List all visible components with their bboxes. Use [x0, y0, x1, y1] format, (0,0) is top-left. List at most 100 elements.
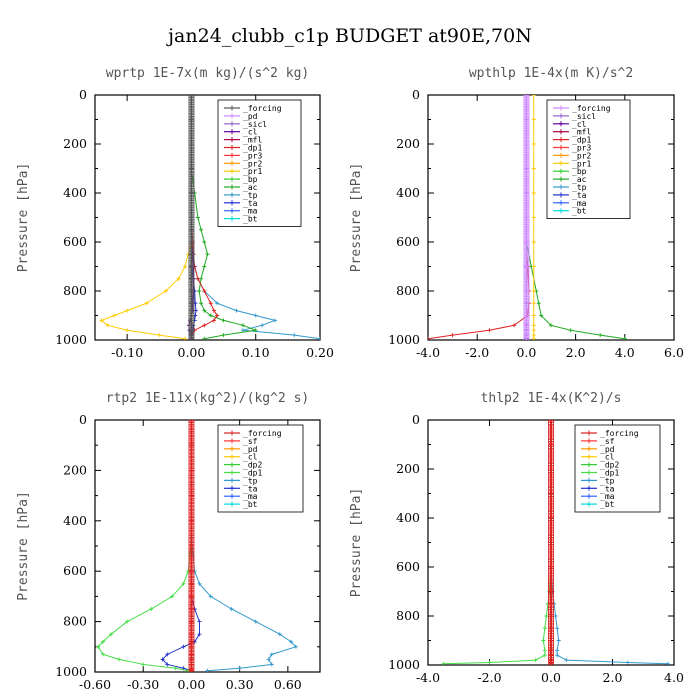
legend-label: _ma: [243, 207, 258, 216]
zero-marker: [548, 602, 554, 609]
zero-marker: [188, 618, 195, 624]
zero-marker-column: [548, 420, 554, 665]
zero-marker: [548, 619, 554, 626]
zero-marker: [188, 441, 195, 448]
zero-marker: [188, 246, 195, 253]
zero-marker: [188, 568, 195, 575]
legend-label: _ta: [243, 199, 258, 208]
legend-label: _ta: [243, 484, 258, 493]
data-point: [273, 318, 277, 323]
legend-label: _tp: [572, 183, 587, 192]
zero-marker: [188, 184, 195, 191]
zero-marker: [548, 533, 554, 540]
zero-marker: [188, 611, 195, 617]
zero-marker: [188, 427, 195, 434]
zero-marker: [548, 609, 554, 615]
zero-marker: [523, 253, 530, 260]
zero-marker: [188, 565, 195, 572]
zero-marker: [188, 109, 195, 116]
data-point: [487, 660, 492, 665]
y-tick-label: 600: [63, 563, 87, 578]
panel-2: wpthlp 1E-4x(m K)/s^2 Pressure [hPa] 0 200 4…: [349, 66, 684, 360]
legend-label: _forcing: [243, 104, 282, 113]
legend-label: _ma: [243, 492, 258, 501]
zero-marker: [548, 530, 554, 537]
zero-marker: [188, 632, 195, 639]
data-point: [544, 614, 549, 618]
legend-marker: [559, 184, 563, 190]
zero-marker: [548, 502, 554, 509]
x-tick-label: -0.30: [127, 677, 159, 692]
data-point: [202, 308, 207, 313]
legend-label: _pr3: [572, 144, 591, 153]
zero-marker: [188, 325, 195, 332]
zero-marker: [188, 646, 195, 653]
zero-marker: [548, 489, 554, 495]
zero-marker: [188, 122, 195, 129]
zero-marker: [523, 95, 530, 102]
data-point: [293, 644, 298, 649]
zero-marker: [523, 243, 530, 249]
zero-marker: [523, 164, 530, 170]
data-point: [253, 328, 258, 333]
zero-marker: [548, 458, 554, 465]
zero-marker: [523, 222, 530, 229]
zero-marker: [188, 205, 195, 212]
zero-marker: [548, 643, 554, 650]
zero-marker: [548, 516, 554, 523]
data-point: [240, 323, 245, 328]
data-point: [125, 328, 130, 333]
zero-marker: [548, 461, 554, 468]
zero-marker: [523, 229, 530, 236]
data-point: [215, 313, 220, 318]
zero-marker: [523, 143, 530, 150]
zero-marker: [523, 291, 530, 297]
zero-marker: [188, 462, 195, 469]
zero-marker: [188, 558, 195, 565]
legend-marker: [230, 454, 234, 460]
data-point: [531, 313, 536, 318]
zero-marker: [548, 581, 554, 588]
panel-title: wprtp 1E-7x(m kg)/(s^2 kg): [106, 66, 310, 81]
legend-marker: [230, 105, 234, 111]
series-group: [441, 420, 670, 665]
zero-marker: [523, 194, 530, 201]
zero-marker: [188, 136, 195, 143]
zero-marker: [548, 523, 554, 530]
data-point: [229, 607, 234, 611]
data-point: [144, 301, 149, 306]
data-point: [202, 289, 207, 293]
data-point: [176, 276, 181, 281]
zero-marker: [523, 98, 530, 105]
legend-marker: [559, 105, 563, 111]
zero-marker: [188, 102, 195, 109]
y-tick-label: 400: [396, 510, 420, 525]
legend-label: _dp1: [243, 144, 262, 153]
zero-marker: [548, 420, 554, 423]
data-point: [202, 336, 207, 340]
zero-marker: [188, 219, 195, 225]
zero-marker: [188, 143, 195, 150]
zero-marker: [188, 452, 195, 459]
zero-marker: [548, 437, 554, 444]
y-tick-label: 1000: [55, 664, 87, 679]
zero-marker: [523, 249, 530, 256]
data-point: [125, 308, 130, 313]
zero-marker: [188, 621, 195, 628]
legend-marker: [230, 113, 234, 119]
legend-label: _ta: [600, 484, 615, 493]
data-point: [531, 323, 536, 328]
legend-marker: [230, 501, 234, 507]
panel-title: thlp2 1E-4x(K^2)/s: [481, 391, 622, 406]
zero-marker: [548, 595, 554, 602]
legend-marker: [559, 113, 563, 119]
y-tick-label: 800: [396, 608, 420, 623]
zero-marker: [523, 308, 530, 314]
zero-marker: [188, 126, 195, 133]
series-line-dp1: [428, 95, 530, 340]
x-tick-label: -0.10: [111, 345, 143, 360]
legend-marker: [587, 501, 591, 507]
zero-marker: [548, 471, 554, 478]
x-tick-label: 2.0: [603, 670, 623, 685]
zero-marker: [548, 650, 554, 657]
